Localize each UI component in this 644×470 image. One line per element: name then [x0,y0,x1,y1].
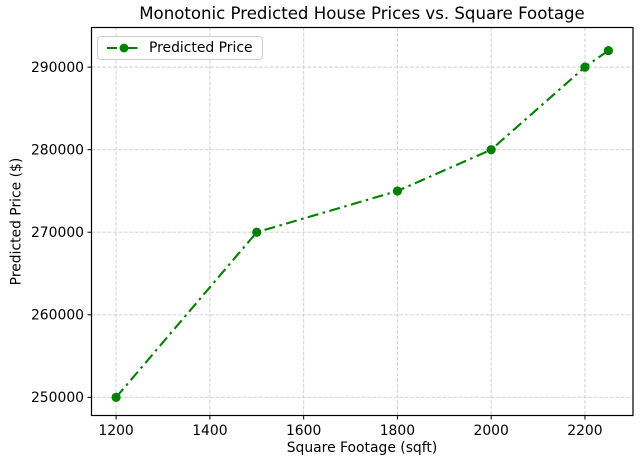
legend-line-sample [107,43,141,53]
data-point-marker [252,227,262,237]
x-tick-label: 1600 [286,423,321,439]
chart-title: Monotonic Predicted House Prices vs. Squ… [139,4,585,23]
y-tick-label: 280000 [31,142,84,158]
data-point-marker [392,186,403,196]
series-line [115,49,610,398]
y-axis-label: Predicted Price ($) [8,157,25,286]
y-tick-label: 260000 [31,308,84,324]
data-point-marker [580,62,590,72]
x-tick-label: 2000 [473,423,508,439]
x-axis-label: Square Footage (sqft) [286,440,438,456]
y-tick-label: 250000 [31,390,84,406]
x-tick-label: 1200 [98,423,133,439]
data-point-marker [486,145,496,155]
x-tick-label: 2200 [567,423,602,439]
x-tick-label: 1800 [380,423,415,439]
legend-label: Predicted Price [149,40,253,56]
legend: Predicted Price [97,36,263,60]
data-point-marker [603,46,613,56]
legend-circle-marker [119,43,129,53]
axes-spines [90,26,634,417]
y-tick-label: 290000 [31,60,84,76]
y-tick-label: 270000 [31,225,84,241]
data-point-marker [111,392,121,402]
x-tick-label: 1400 [192,423,227,439]
